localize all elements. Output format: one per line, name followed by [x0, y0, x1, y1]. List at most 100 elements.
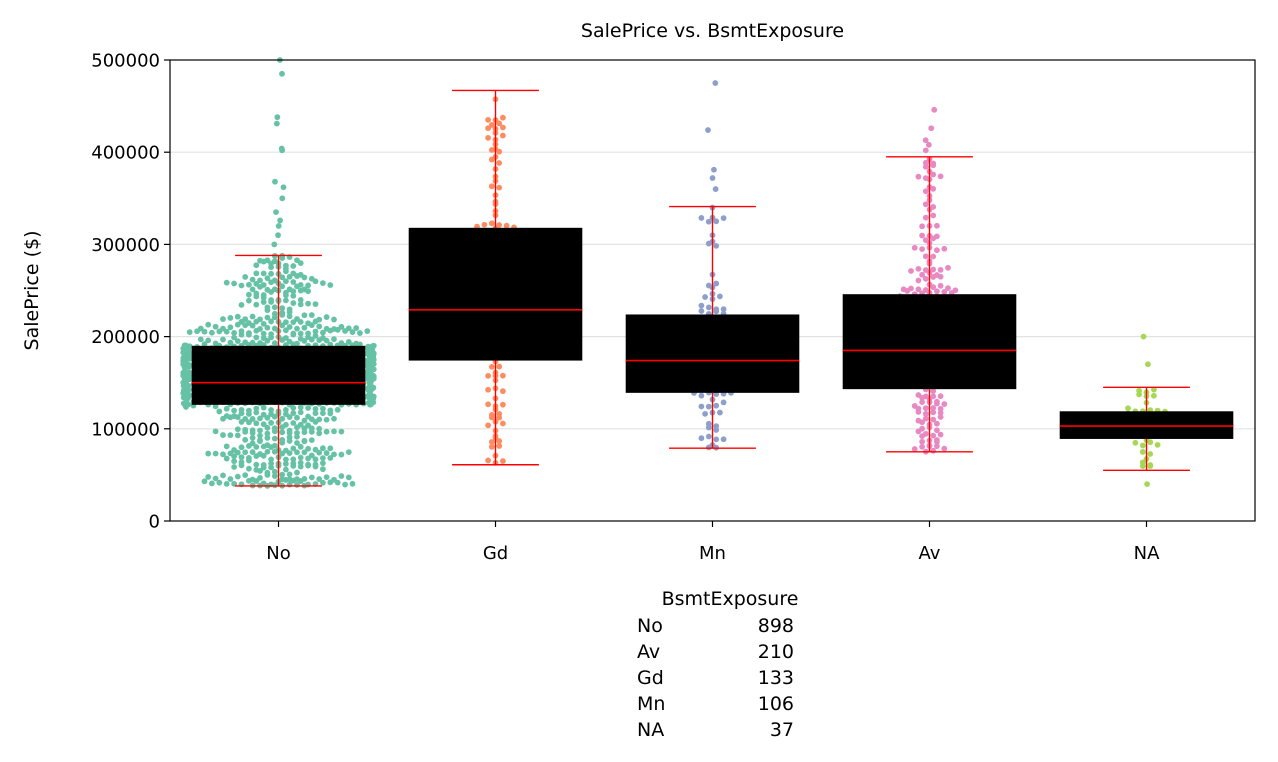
swarm-point [922, 214, 929, 221]
y-tick-label: 200000 [91, 327, 160, 348]
value-counts-header: BsmtExposure [661, 588, 799, 610]
x-tick-label: Gd [483, 543, 508, 564]
y-tick-label: 500000 [91, 51, 160, 72]
swarm-point [227, 476, 234, 482]
swarm-point [246, 281, 252, 288]
swarm-point [294, 316, 300, 322]
swarm-point [327, 455, 334, 461]
swarm-point [305, 300, 311, 307]
swarm-point [312, 456, 319, 463]
swarm-point [327, 407, 334, 414]
swarm-point [286, 286, 293, 293]
swarm-point [264, 275, 271, 282]
swarm-point [345, 474, 352, 481]
swarm-point [257, 326, 263, 332]
swarm-point [253, 466, 260, 473]
swarm-point [279, 274, 286, 281]
swarm-point [301, 475, 308, 482]
swarm-point [231, 334, 238, 341]
swarm-point [934, 272, 940, 278]
swarm-point [286, 324, 293, 330]
outlier-point [705, 127, 711, 133]
swarm-point [353, 325, 360, 331]
swarm-point [485, 422, 491, 429]
swarm-point [242, 339, 249, 346]
swarm-point [331, 326, 337, 332]
swarm-point [242, 449, 249, 456]
swarm-point [290, 456, 297, 463]
swarm-point [1151, 392, 1157, 399]
swarm-point [294, 414, 300, 421]
swarm-point [216, 408, 223, 415]
value-count-number: 898 [757, 615, 794, 637]
swarm-point [312, 328, 319, 335]
swarm-point [227, 432, 234, 439]
swarm-point [246, 419, 252, 426]
swarm-point [234, 426, 241, 433]
swarm-point [305, 445, 311, 452]
x-tick-label: No [266, 543, 290, 564]
swarm-point [201, 478, 208, 485]
swarm-point [257, 475, 263, 481]
swarm-point [294, 325, 300, 332]
swarm-point [500, 114, 506, 121]
swarm-point [257, 257, 263, 264]
outlier-point [278, 145, 285, 152]
swarm-point [488, 439, 495, 445]
swarm-point [331, 336, 337, 343]
outlier-point [922, 147, 929, 154]
swarm-point [209, 480, 215, 487]
swarm-point [919, 246, 925, 252]
swarm-point [713, 280, 720, 287]
swarm-point [930, 432, 937, 439]
swarm-point [180, 379, 187, 386]
swarm-point [234, 338, 241, 345]
swarm-point [249, 276, 256, 283]
swarm-point [260, 282, 267, 288]
swarm-point [305, 413, 311, 420]
swarm-point [271, 286, 278, 293]
swarm-point [220, 451, 226, 458]
swarm-point [271, 340, 278, 347]
swarm-point [297, 271, 304, 278]
swarm-point [279, 436, 286, 443]
swarm-point [286, 471, 293, 478]
swarm-point [268, 460, 274, 467]
swarm-point [297, 281, 304, 288]
swarm-point [342, 481, 348, 488]
boxplots [191, 89, 1234, 487]
swarm-point [930, 409, 937, 416]
swarm-point [720, 436, 727, 443]
swarm-point [705, 304, 712, 311]
swarm-point [349, 480, 356, 487]
value-count-row: Mn 106 [600, 691, 860, 717]
swarm-point [283, 335, 289, 341]
swarm-point [331, 428, 337, 435]
swarm-point [238, 459, 245, 466]
swarm-point [485, 134, 491, 141]
swarm-point [220, 336, 226, 343]
swarm-point [485, 386, 491, 393]
swarm-point [334, 406, 341, 413]
swarm-point [919, 232, 925, 239]
swarm-point [212, 475, 219, 482]
swarm-point [209, 329, 215, 336]
swarm-point [279, 322, 286, 329]
swarm-point [257, 277, 263, 284]
swarm-point [297, 404, 304, 411]
swarm-point [934, 398, 940, 405]
swarm-point [500, 458, 506, 464]
swarm-point [1151, 386, 1157, 393]
swarm-point [915, 277, 922, 284]
swarm-point [264, 324, 271, 331]
swarm-point [279, 471, 286, 478]
swarm-point [264, 448, 271, 455]
swarm-point [227, 324, 234, 331]
swarm-point [485, 372, 491, 379]
swarm-point [301, 449, 308, 456]
swarm-point [345, 339, 352, 345]
swarm-point [279, 415, 286, 422]
swarm-point [937, 414, 944, 420]
swarm-point [257, 451, 263, 457]
swarm-point [305, 320, 311, 327]
